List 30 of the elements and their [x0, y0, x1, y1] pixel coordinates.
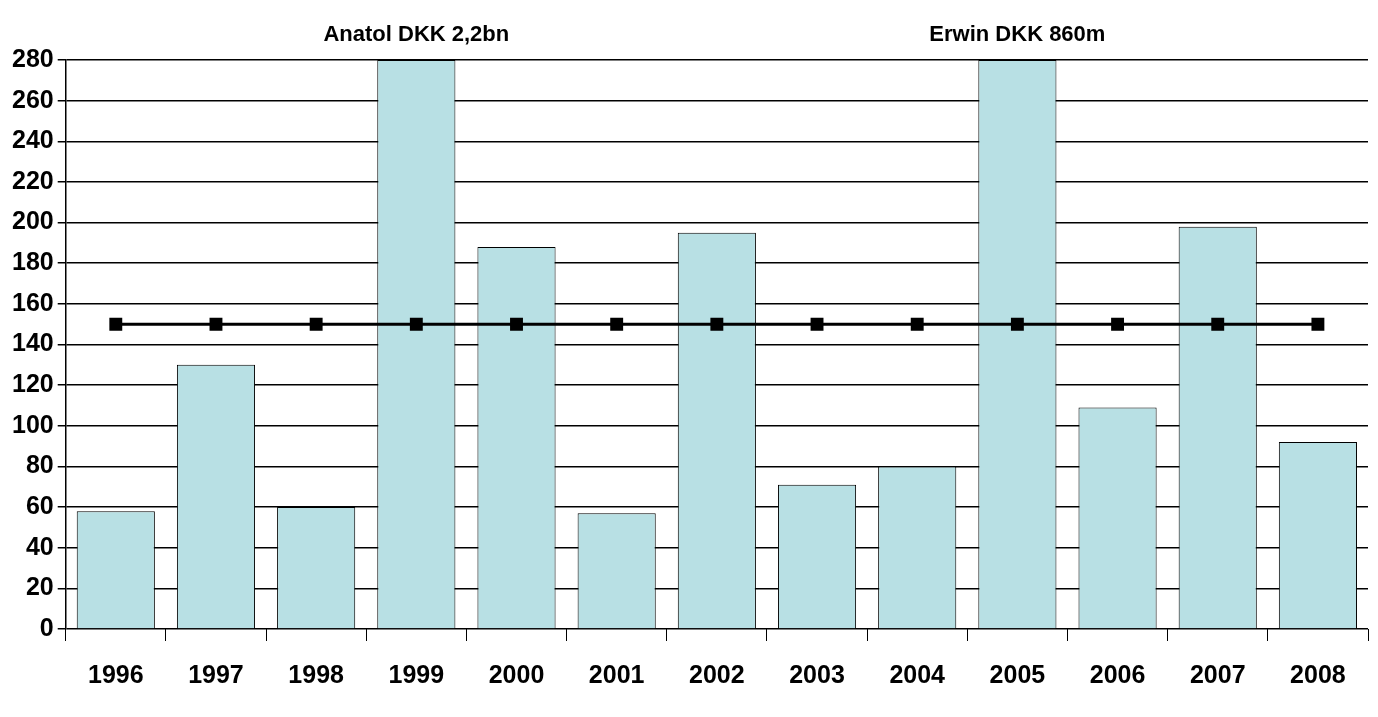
x-tick-label: 1998: [288, 659, 345, 688]
annotation: Anatol DKK 2,2bn: [323, 21, 510, 47]
y-tick-label: 220: [11, 165, 54, 194]
y-tick-label: 280: [11, 43, 54, 72]
y-tick-label: 140: [11, 328, 54, 357]
x-tick-label: 2007: [1189, 659, 1246, 688]
x-tick-label: 1997: [188, 659, 244, 688]
x-tick-label: 2006: [1089, 659, 1146, 688]
y-tick-label: 240: [11, 125, 54, 154]
y-tick-label: 160: [11, 287, 54, 316]
y-tick-label: 260: [11, 84, 54, 113]
y-tick-label: 200: [11, 206, 54, 235]
x-tick-label: 2004: [889, 659, 946, 688]
x-tick-label: 2000: [488, 659, 545, 688]
y-tick-label: 0: [39, 612, 54, 641]
x-tick-label: 1999: [388, 659, 445, 688]
x-tick-label: 2002: [689, 659, 745, 688]
y-tick-label: 60: [25, 490, 54, 519]
x-tick-label: 1996: [87, 659, 144, 688]
annotation: Erwin DKK 860m: [929, 21, 1106, 47]
x-tick-label: 2001: [588, 659, 645, 688]
y-tick-label: 180: [11, 247, 54, 276]
y-tick-label: 20: [25, 572, 54, 601]
x-tick-label: 2005: [989, 659, 1046, 688]
x-tick-label: 2003: [789, 659, 845, 688]
y-tick-label: 100: [11, 409, 54, 438]
y-tick-label: 80: [25, 450, 54, 479]
y-tick-label: 40: [25, 531, 54, 560]
y-tick-label: 120: [11, 369, 54, 398]
x-tick-label: 2008: [1290, 659, 1346, 688]
